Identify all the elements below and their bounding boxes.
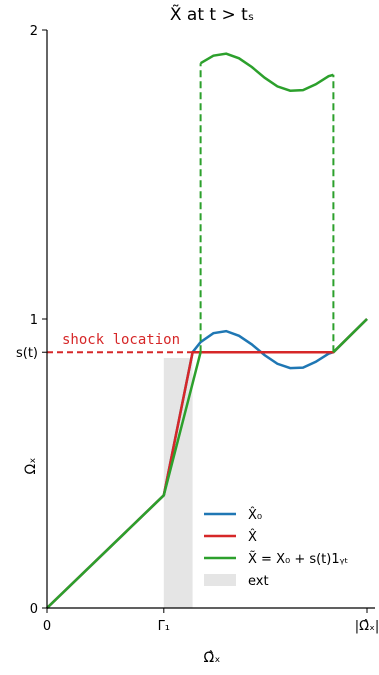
legend-label: X̂₀ xyxy=(248,508,262,523)
series-xtilde-right-line xyxy=(332,318,368,354)
shock-location-label: shock location xyxy=(62,332,180,348)
series-x0-line xyxy=(46,318,368,609)
legend-label: X̂ xyxy=(248,530,257,545)
legend-label: ext xyxy=(248,574,269,589)
y-tick-label: s(t) xyxy=(16,346,38,361)
plot-area: shock location 0 Γ₁ |Ω̂ₓ| 0 1 s(t) 2 X̂₀ X̂ X̃ = X… xyxy=(16,24,379,634)
legend-swatch-ext xyxy=(204,574,236,586)
x-tick-label: |Ω̂ₓ| xyxy=(355,619,379,634)
x-tick-label: 0 xyxy=(43,619,51,634)
legend-label: X̃ = X₀ + s(t)1ᵧₜ xyxy=(248,552,348,567)
y-tick-label: 0 xyxy=(30,602,38,617)
series-xtilde-upper-line xyxy=(199,52,334,92)
y-axis-label: Ωₓ xyxy=(23,458,39,475)
series-xtilde-lower-line xyxy=(46,351,202,609)
x-tick-label: Γ₁ xyxy=(158,619,170,634)
y-tick-label: 2 xyxy=(30,24,38,39)
chart-title: X̃ at t > tₛ xyxy=(170,4,254,25)
y-tick-label: 1 xyxy=(30,313,38,328)
x-axis-label: Ω̂ₓ xyxy=(204,650,221,666)
